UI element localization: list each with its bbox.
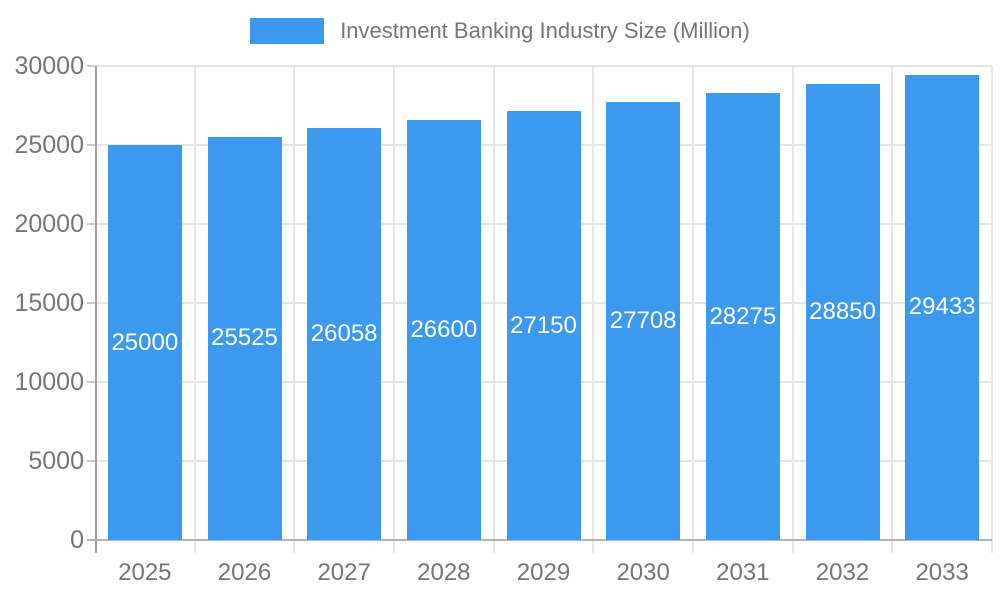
bar[interactable]: 28275: [705, 93, 780, 540]
legend-swatch-icon: [250, 18, 325, 44]
x-axis-label: 2027: [317, 559, 371, 586]
category-gridline: [492, 66, 495, 553]
y-axis-line: [95, 66, 97, 553]
y-axis-tick: [87, 223, 95, 225]
bar-value-label: 29433: [908, 293, 976, 321]
bar-value-label: 27708: [609, 307, 677, 335]
y-axis-label: 30000: [14, 52, 84, 80]
bar-value-label: 25000: [111, 328, 179, 356]
y-axis-tick: [87, 144, 95, 146]
category-gridline: [293, 66, 296, 553]
bar-value-label: 28850: [809, 298, 876, 326]
x-axis-label: 2026: [217, 559, 272, 586]
y-axis-label: 15000: [14, 289, 84, 317]
category-gridline: [692, 66, 694, 553]
x-axis-label: 2025: [118, 559, 172, 586]
y-axis-tick: [87, 65, 95, 67]
bar[interactable]: 26600: [406, 119, 481, 540]
x-axis-label: 2032: [815, 559, 870, 586]
bar[interactable]: 29433: [905, 74, 980, 540]
legend-label: Investment Banking Industry Size (Millio…: [340, 18, 750, 43]
x-axis-label: 2033: [915, 559, 969, 586]
x-axis-label: 2028: [417, 559, 471, 586]
y-axis-label: 20000: [14, 210, 84, 238]
bar-value-label: 26058: [310, 320, 378, 348]
bar[interactable]: 25000: [107, 145, 182, 540]
y-axis-label: 5000: [28, 447, 84, 475]
category-gridline: [791, 66, 794, 553]
x-axis-label: 2030: [616, 559, 670, 586]
bar-value-label: 28275: [709, 302, 777, 330]
category-gridline: [393, 66, 395, 553]
y-axis-tick: [87, 460, 95, 462]
category-gridline: [891, 66, 894, 553]
bar-value-label: 25525: [211, 324, 278, 352]
y-axis-label: 10000: [14, 368, 84, 396]
y-gridline: [95, 65, 992, 67]
x-axis-label: 2029: [516, 559, 571, 586]
category-gridline: [991, 66, 993, 553]
y-axis-tick: [87, 381, 95, 383]
x-axis-baseline: [87, 539, 992, 541]
y-axis-label: 25000: [14, 131, 84, 159]
bar[interactable]: 27708: [606, 102, 681, 540]
bar[interactable]: 25525: [207, 136, 282, 540]
y-axis-tick: [87, 302, 95, 304]
bar-value-label: 26600: [410, 315, 478, 343]
legend: Investment Banking Industry Size (Millio…: [0, 16, 1000, 46]
category-gridline: [592, 66, 595, 553]
bar[interactable]: 27150: [506, 111, 581, 540]
bar[interactable]: 26058: [307, 128, 382, 540]
bar-value-label: 27150: [510, 311, 577, 339]
bar[interactable]: 28850: [805, 84, 880, 540]
category-gridline: [193, 66, 196, 553]
y-axis-label: 0: [70, 526, 84, 554]
x-axis-label: 2031: [716, 559, 770, 586]
